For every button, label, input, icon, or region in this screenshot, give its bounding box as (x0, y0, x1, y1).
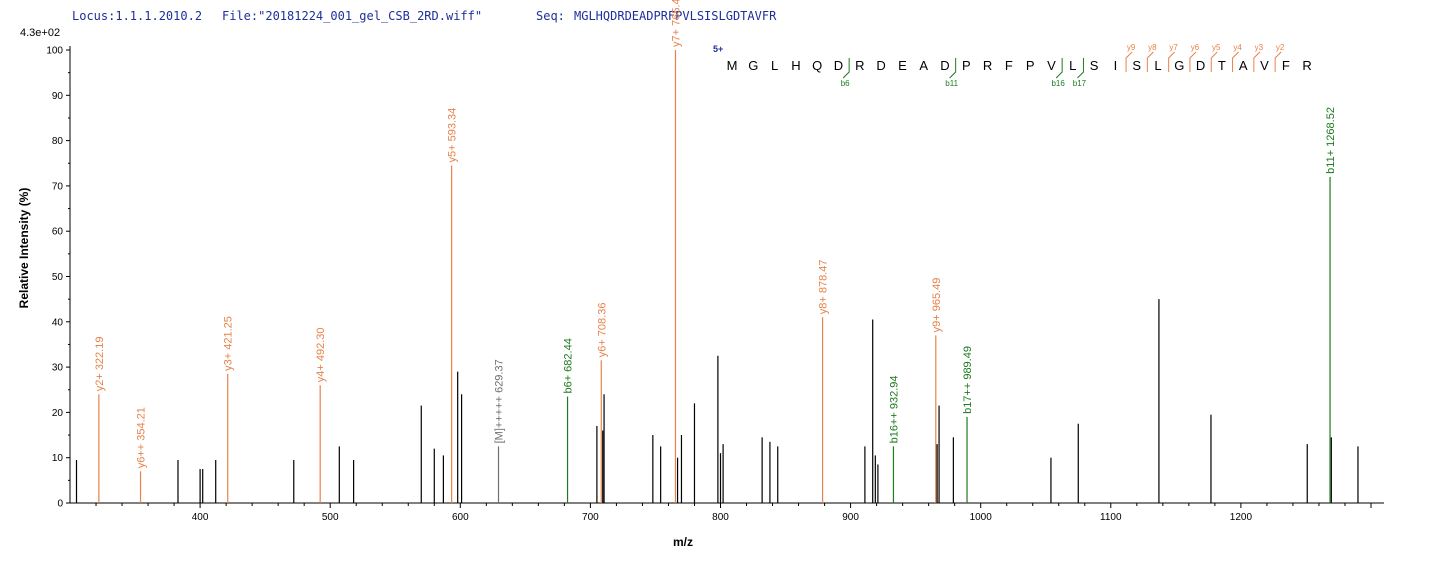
x-tick-label: 800 (712, 512, 729, 523)
residue: H (791, 58, 800, 73)
residue: T (1218, 58, 1226, 73)
peak-label: b6+ 682.44 (563, 338, 575, 393)
residue: D (1196, 58, 1205, 73)
peak-label: y8+ 878.47 (818, 260, 830, 315)
residue: A (1239, 58, 1248, 73)
b-ion-mark (1077, 58, 1084, 79)
peak-label: y3+ 421.25 (223, 316, 235, 371)
peak-label: [M]+++++ 629.37 (494, 359, 506, 443)
x-tick-label: 900 (842, 512, 859, 523)
file-label: File:"20181224_001_gel_CSB_2RD.wiff" (222, 9, 482, 23)
sequence-annotation: 5+M G L H Q D R D E A D P R F P V L S I S L G D T A V F Rb6 b11 b16 b1… (713, 43, 1312, 88)
residue: S (1132, 58, 1141, 73)
y-tick-label: 70 (52, 181, 64, 192)
y-tick-label: 0 (57, 499, 63, 510)
residue: P (1026, 58, 1035, 73)
residue: M (727, 58, 738, 73)
b-ion-label: b16 (1051, 79, 1065, 88)
seq-label: Seq: (536, 9, 565, 23)
residue: L (1154, 58, 1161, 73)
y-ion-mark (1274, 51, 1282, 72)
peak-label: y6+ 708.36 (596, 303, 608, 358)
residue: R (1302, 58, 1311, 73)
residue: I (1114, 58, 1118, 73)
y-tick-label: 60 (52, 227, 64, 238)
residue: R (983, 58, 992, 73)
x-tick-label: 1100 (1100, 512, 1122, 523)
peak-label: b17++ 989.49 (962, 346, 974, 414)
b-ion-label: b11 (945, 79, 958, 88)
b-ion-label: b17 (1073, 79, 1087, 88)
x-tick-label: 700 (582, 512, 599, 523)
seq-value: MGLHQDRDEADPRFPVLSISLGDTAVFR (574, 9, 777, 23)
x-tick-label: 600 (452, 512, 469, 523)
residue: V (1047, 58, 1056, 73)
residue: E (898, 58, 907, 73)
b-ion-mark (949, 58, 957, 79)
x-tick-label: 1000 (970, 512, 993, 523)
peak-label: b16++ 932.94 (888, 375, 900, 443)
peak-label: y7+ 765.40 (670, 0, 682, 47)
peak-label: y5+ 593.34 (447, 108, 459, 163)
charge-label: 5+ (713, 44, 723, 54)
x-tick-label: 500 (322, 512, 339, 523)
max-intensity-label: 4.3e+02 (20, 27, 60, 39)
residue: R (855, 58, 864, 73)
peak-label: y9+ 965.49 (931, 278, 943, 333)
locus-label: Locus:1.1.1.2010.2 (72, 9, 202, 23)
residue: L (771, 58, 778, 73)
y-ion-mark (1146, 51, 1154, 72)
y-ion-label: y5 (1212, 43, 1221, 52)
y-tick-label: 80 (52, 136, 64, 147)
x-axis-label: m/z (673, 535, 693, 549)
y-tick-label: 20 (52, 408, 64, 419)
residue: D (940, 58, 949, 73)
x-tick-label: 400 (192, 512, 209, 523)
residue: Q (812, 58, 822, 73)
y-ion-mark (1253, 51, 1261, 72)
peak-label: b11+ 1268.52 (1325, 107, 1337, 174)
y-ion-label: y7 (1169, 43, 1178, 52)
residue: D (876, 58, 885, 73)
y-ion-mark (1168, 51, 1176, 72)
y-tick-label: 100 (46, 46, 63, 57)
residue: D (834, 58, 843, 73)
y-ion-mark (1125, 51, 1133, 72)
y-ion-label: y4 (1233, 43, 1242, 52)
peak-label: y6++ 354.21 (136, 407, 148, 468)
y-ion-label: y3 (1255, 43, 1264, 52)
x-tick-label: 1200 (1230, 512, 1253, 523)
plot-area: 0 10 20 30 40 50 60 70 80 90 100 400 500 600 700 800 900… (46, 0, 1384, 523)
residue: S (1090, 58, 1099, 73)
y-ion-mark (1232, 51, 1239, 72)
residue: G (748, 58, 758, 73)
y-axis-label: Relative Intensity (%) (17, 188, 31, 309)
y-ion-label: y6 (1191, 43, 1200, 52)
b-ion-mark (842, 58, 850, 79)
residue: F (1005, 58, 1013, 73)
residue: V (1260, 58, 1269, 73)
y-ion-mark (1210, 51, 1218, 72)
y-tick-label: 40 (52, 317, 64, 328)
b-ion-label: b6 (841, 79, 850, 88)
residue: P (962, 58, 971, 73)
y-tick-label: 30 (52, 363, 64, 374)
y-tick-label: 90 (52, 91, 64, 102)
peak-label: y4+ 492.30 (315, 327, 327, 382)
y-tick-label: 50 (52, 272, 64, 283)
residue: L (1069, 58, 1076, 73)
y-tick-label: 10 (52, 453, 64, 464)
y-ion-label: y9 (1127, 43, 1136, 52)
residue: F (1282, 58, 1290, 73)
residue: G (1174, 58, 1184, 73)
residue: A (919, 58, 928, 73)
b-ion-mark (1055, 58, 1063, 79)
y-ion-label: y8 (1148, 43, 1157, 52)
y-ion-mark (1189, 51, 1197, 72)
y-ion-label: y2 (1276, 43, 1285, 52)
peak-label: y2+ 322.19 (94, 337, 106, 392)
